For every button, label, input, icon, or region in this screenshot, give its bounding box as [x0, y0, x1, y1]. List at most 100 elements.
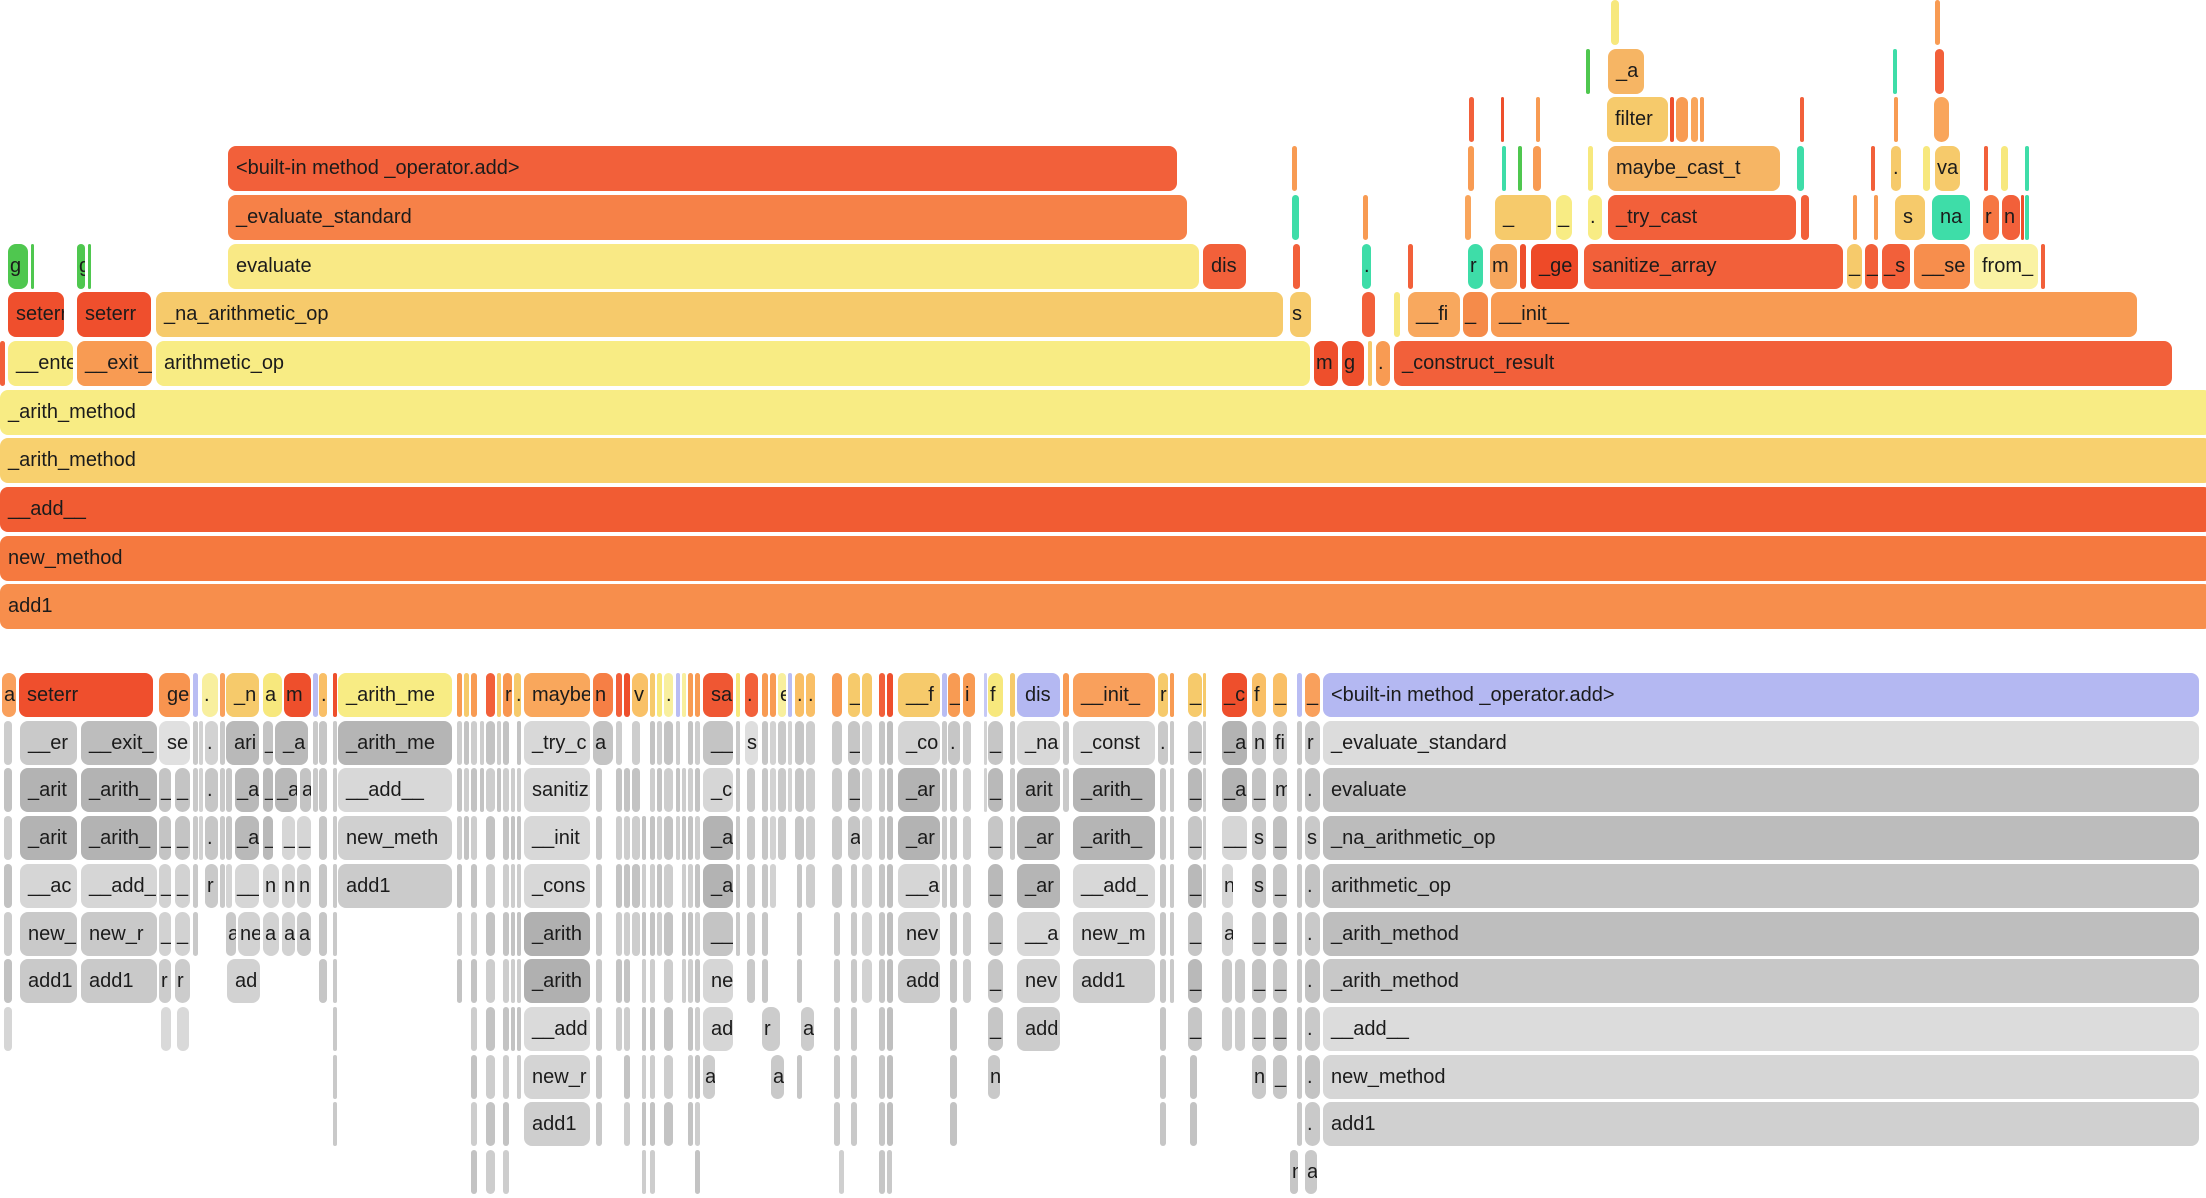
flame-frame-sliver[interactable] [333, 1102, 337, 1147]
flame-frame[interactable]: _arith_method [0, 438, 2206, 484]
flame-frame-sliver[interactable] [1235, 1006, 1245, 1051]
flame-frame-sliver[interactable] [879, 720, 885, 765]
flame-frame[interactable]: n [593, 673, 613, 717]
flame-frame[interactable]: a [300, 768, 311, 813]
flame-frame[interactable]: _ [988, 816, 1003, 861]
flame-frame-sliver[interactable] [879, 1006, 885, 1051]
flame-frame-sliver[interactable] [736, 911, 740, 956]
flame-frame-sliver[interactable] [942, 673, 947, 717]
flame-frame-sliver[interactable] [795, 720, 804, 765]
flame-frame-sliver[interactable] [503, 911, 509, 956]
flame-frame-sliver[interactable] [4, 911, 12, 956]
flame-frame-sliver[interactable] [511, 768, 515, 813]
flame-frame-sliver[interactable] [616, 959, 622, 1004]
flame-frame-sliver[interactable] [832, 673, 842, 717]
flame-frame[interactable]: _ [1252, 1006, 1266, 1051]
flame-frame-sliver[interactable] [1853, 194, 1857, 240]
flame-frame-sliver[interactable] [632, 911, 640, 956]
flame-frame-sliver[interactable] [695, 1150, 700, 1194]
flame-frame-sliver[interactable] [596, 1006, 602, 1051]
flame-frame-sliver[interactable] [797, 1054, 802, 1099]
flame-frame[interactable]: n [1252, 720, 1266, 765]
flame-frame-sliver[interactable] [1190, 1102, 1197, 1147]
flame-frame-sliver[interactable] [193, 816, 198, 861]
flame-frame[interactable]: _ [1188, 768, 1202, 813]
flame-frame-sliver[interactable] [676, 816, 680, 861]
flame-frame-sliver[interactable] [624, 911, 630, 956]
flame-frame-sliver[interactable] [664, 816, 673, 861]
flame-frame[interactable]: __a [898, 863, 940, 908]
flame-frame-sliver[interactable] [942, 863, 947, 908]
flame-frame-sliver[interactable] [879, 1054, 885, 1099]
flame-frame-sliver[interactable] [688, 768, 693, 813]
flame-frame-sliver[interactable] [747, 768, 755, 813]
flame-frame[interactable]: _ [1188, 673, 1202, 717]
flame-frame[interactable]: a [1222, 911, 1233, 956]
flame-frame-sliver[interactable] [887, 959, 893, 1004]
flame-frame[interactable]: _ [848, 768, 860, 813]
flame-frame-sliver[interactable] [1801, 194, 1809, 240]
flame-frame-sliver[interactable] [486, 816, 495, 861]
flame-frame-sliver[interactable] [464, 816, 469, 861]
flame-frame-sliver[interactable] [177, 1006, 189, 1051]
flame-frame-sliver[interactable] [834, 1054, 840, 1099]
flame-frame[interactable]: _ [159, 816, 171, 861]
flame-frame-sliver[interactable] [517, 1006, 521, 1051]
flame-frame-sliver[interactable] [984, 768, 987, 813]
flame-frame-sliver[interactable] [464, 720, 469, 765]
flame-frame-sliver[interactable] [1297, 911, 1302, 956]
flame-frame[interactable]: g [8, 243, 28, 289]
flame-frame-sliver[interactable] [642, 863, 646, 908]
flame-frame[interactable]: _na_arithmetic_op [156, 292, 1283, 338]
flame-frame[interactable]: s [1895, 194, 1925, 240]
flame-frame[interactable]: . [948, 720, 960, 765]
flame-frame-sliver[interactable] [319, 863, 327, 908]
flame-frame[interactable]: maybe [524, 673, 590, 717]
flame-frame-sliver[interactable] [1611, 0, 1619, 45]
flame-frame-sliver[interactable] [950, 768, 957, 813]
flame-frame-sliver[interactable] [319, 816, 327, 861]
flame-frame-sliver[interactable] [1797, 146, 1804, 192]
flame-frame-sliver[interactable] [480, 768, 484, 813]
flame-frame-sliver[interactable] [497, 720, 501, 765]
flame-frame-sliver[interactable] [471, 1102, 477, 1147]
flame-frame-sliver[interactable] [1297, 768, 1302, 813]
flame-frame-sliver[interactable] [1292, 194, 1299, 240]
flame-frame-sliver[interactable] [1520, 243, 1526, 289]
flame-frame-sliver[interactable] [736, 816, 740, 861]
flame-frame-sliver[interactable] [1394, 292, 1400, 338]
flame-frame[interactable]: _ar [898, 816, 940, 861]
flame-frame-sliver[interactable] [1170, 911, 1174, 956]
flame-frame[interactable]: add1 [1323, 1102, 2199, 1147]
flame-frame-sliver[interactable] [1203, 863, 1206, 908]
flame-frame-sliver[interactable] [471, 673, 477, 717]
flame-frame-sliver[interactable] [642, 1102, 646, 1147]
flame-frame[interactable]: add [1017, 1006, 1060, 1051]
flame-frame[interactable]: _na_arithmetic_op [1323, 816, 2199, 861]
flame-frame-sliver[interactable] [862, 863, 872, 908]
flame-frame-sliver[interactable] [664, 768, 673, 813]
flame-frame-sliver[interactable] [1203, 816, 1206, 861]
flame-frame[interactable]: _ [988, 911, 1003, 956]
flame-frame-sliver[interactable] [471, 1006, 477, 1051]
flame-frame[interactable]: _ [1188, 720, 1202, 765]
flame-frame[interactable]: va [1935, 146, 1960, 192]
flame-frame[interactable]: _const [1073, 720, 1155, 765]
flame-frame-sliver[interactable] [1536, 97, 1540, 143]
flame-frame[interactable]: _arith [524, 959, 590, 1004]
flame-frame-sliver[interactable] [1203, 673, 1206, 717]
flame-frame-sliver[interactable] [778, 720, 786, 765]
flame-frame[interactable]: _a [275, 720, 308, 765]
flame-frame-sliver[interactable] [650, 720, 655, 765]
flame-frame[interactable]: a [593, 720, 613, 765]
flame-frame-sliver[interactable] [736, 863, 740, 908]
flame-frame[interactable]: g [77, 243, 85, 289]
flame-frame-sliver[interactable] [1586, 48, 1590, 94]
flame-frame-sliver[interactable] [806, 768, 815, 813]
flame-frame-sliver[interactable] [963, 720, 971, 765]
flame-frame-sliver[interactable] [624, 959, 630, 1004]
flame-frame[interactable]: new_method [1323, 1054, 2199, 1099]
flame-frame-sliver[interactable] [517, 768, 521, 813]
flame-frame-sliver[interactable] [806, 720, 815, 765]
flame-frame[interactable]: n [282, 863, 295, 908]
